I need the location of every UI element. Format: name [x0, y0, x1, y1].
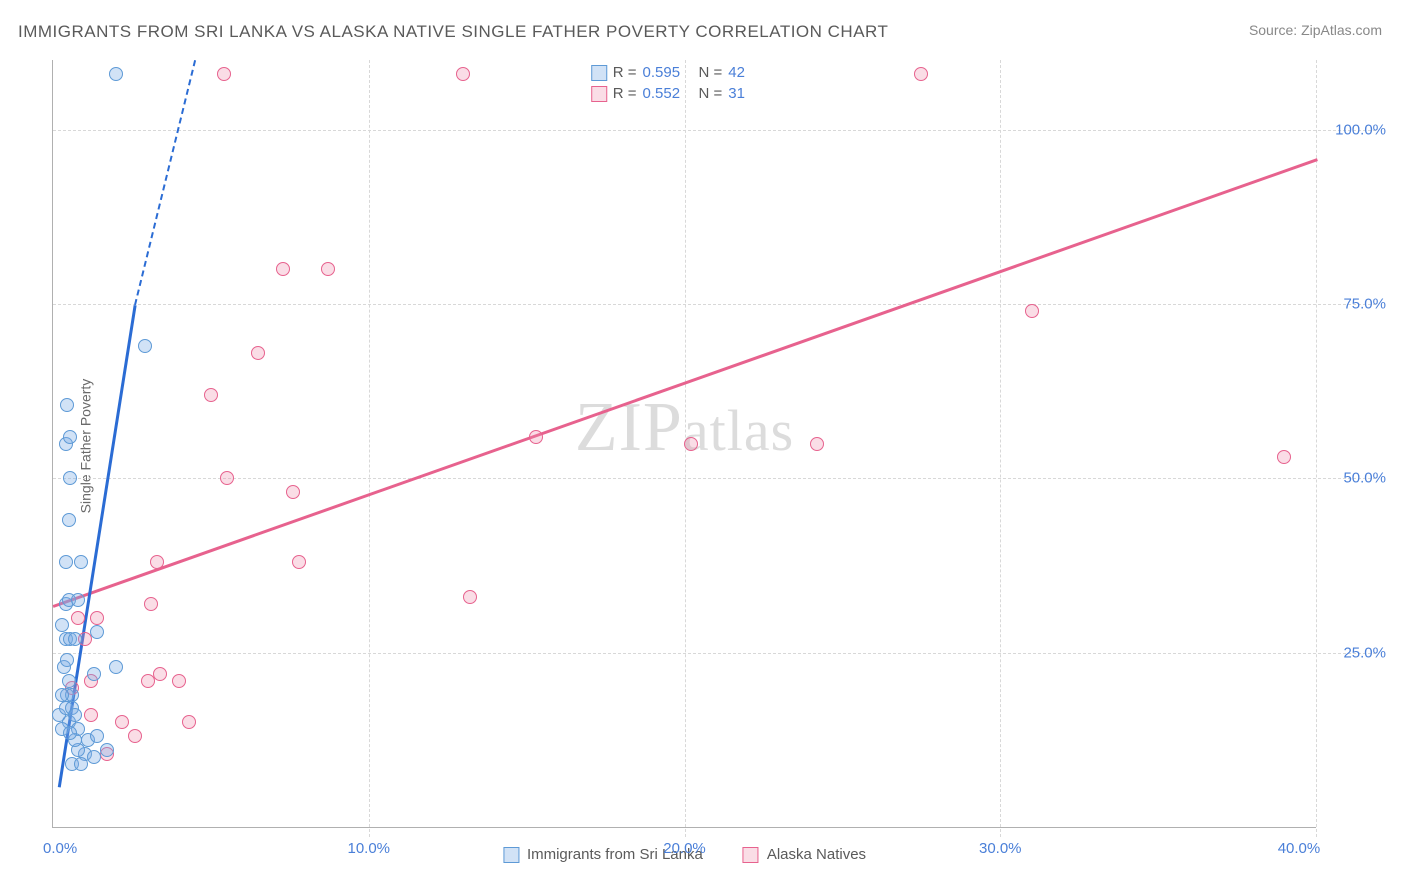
legend-swatch-alaska [591, 86, 607, 102]
data-point-srilanka [100, 743, 114, 757]
data-point-srilanka [62, 513, 76, 527]
legend-swatch-srilanka [591, 65, 607, 81]
data-point-alaska [529, 430, 543, 444]
gridline-h [53, 130, 1376, 131]
y-tick-label: 25.0% [1343, 644, 1386, 661]
data-point-alaska [182, 715, 196, 729]
chart-title: IMMIGRANTS FROM SRI LANKA VS ALASKA NATI… [18, 22, 888, 42]
data-point-alaska [84, 708, 98, 722]
data-point-srilanka [68, 708, 82, 722]
data-point-alaska [128, 729, 142, 743]
legend-n-label: N = [699, 64, 723, 81]
data-point-srilanka [59, 555, 73, 569]
y-tick-label: 50.0% [1343, 470, 1386, 487]
source-name: ZipAtlas.com [1301, 22, 1382, 38]
x-tick-label: 10.0% [347, 840, 390, 857]
data-point-srilanka [71, 593, 85, 607]
data-point-srilanka [60, 398, 74, 412]
plot-area: ZIPatlas R = 0.595 N = 42 R = 0.552 N = … [52, 60, 1316, 828]
data-point-srilanka [109, 67, 123, 81]
data-point-alaska [90, 611, 104, 625]
gridline-h [53, 478, 1376, 479]
data-point-srilanka [60, 653, 74, 667]
x-tick-label: 0.0% [43, 840, 77, 857]
data-point-srilanka [90, 625, 104, 639]
data-point-alaska [276, 262, 290, 276]
data-point-srilanka [63, 430, 77, 444]
data-point-alaska [914, 67, 928, 81]
data-point-alaska [1277, 450, 1291, 464]
data-point-alaska [204, 388, 218, 402]
legend-swatch-alaska [743, 847, 759, 863]
data-point-srilanka [87, 750, 101, 764]
legend-item-alaska: Alaska Natives [743, 846, 866, 863]
data-point-srilanka [87, 667, 101, 681]
data-point-srilanka [138, 339, 152, 353]
x-tick-label: 20.0% [663, 840, 706, 857]
gridline-h [53, 653, 1376, 654]
gridline-h [53, 304, 1376, 305]
x-tick-label: 30.0% [979, 840, 1022, 857]
data-point-alaska [810, 437, 824, 451]
data-point-srilanka [74, 555, 88, 569]
gridline-v [1000, 60, 1001, 837]
y-tick-label: 75.0% [1343, 296, 1386, 313]
chart-container: IMMIGRANTS FROM SRI LANKA VS ALASKA NATI… [0, 0, 1406, 892]
legend-label-alaska: Alaska Natives [767, 846, 866, 863]
data-point-alaska [321, 262, 335, 276]
data-point-alaska [286, 485, 300, 499]
data-point-alaska [463, 590, 477, 604]
data-point-alaska [172, 674, 186, 688]
watermark-post: atlas [683, 398, 794, 463]
legend-n-label: N = [699, 85, 723, 102]
gridline-v [1316, 60, 1317, 837]
gridline-v [369, 60, 370, 837]
data-point-alaska [220, 471, 234, 485]
source-label: Source: [1249, 22, 1301, 38]
data-point-alaska [1025, 304, 1039, 318]
y-tick-label: 100.0% [1335, 121, 1386, 138]
data-point-srilanka [109, 660, 123, 674]
data-point-srilanka [62, 674, 76, 688]
data-point-alaska [456, 67, 470, 81]
data-point-srilanka [63, 726, 77, 740]
data-point-alaska [71, 611, 85, 625]
data-point-alaska [141, 674, 155, 688]
trend-line-dashed [134, 61, 196, 306]
data-point-srilanka [55, 688, 69, 702]
data-point-alaska [684, 437, 698, 451]
data-point-alaska [153, 667, 167, 681]
data-point-alaska [144, 597, 158, 611]
legend-n-value-alaska: 31 [728, 85, 778, 102]
legend-r-label: R = [613, 85, 637, 102]
data-point-alaska [251, 346, 265, 360]
data-point-alaska [217, 67, 231, 81]
data-point-srilanka [63, 471, 77, 485]
data-point-srilanka [90, 729, 104, 743]
data-point-srilanka [68, 632, 82, 646]
x-tick-label: 40.0% [1278, 840, 1321, 857]
legend-r-label: R = [613, 64, 637, 81]
source-attribution: Source: ZipAtlas.com [1249, 22, 1382, 38]
data-point-alaska [150, 555, 164, 569]
legend-n-value-srilanka: 42 [728, 64, 778, 81]
data-point-alaska [115, 715, 129, 729]
legend-swatch-srilanka [503, 847, 519, 863]
data-point-srilanka [74, 757, 88, 771]
data-point-srilanka [55, 618, 69, 632]
data-point-alaska [292, 555, 306, 569]
